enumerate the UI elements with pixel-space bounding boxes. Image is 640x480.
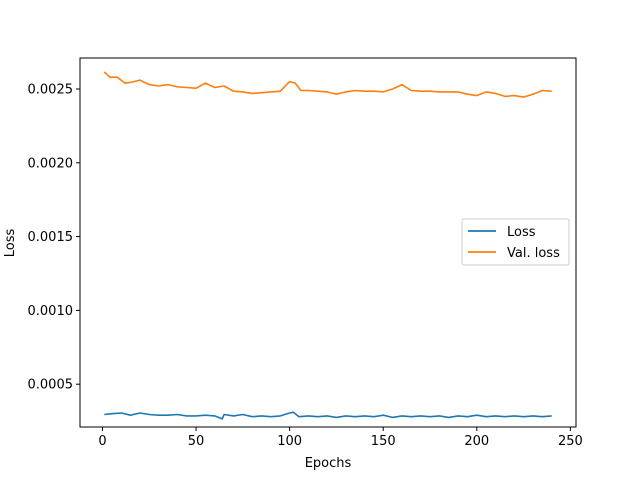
y-tick-label: 0.0020	[28, 156, 74, 171]
series-line-loss	[104, 411, 552, 420]
x-tick-label: 200	[464, 434, 489, 449]
plot-frame	[79, 57, 577, 428]
series-line-val-loss	[103, 71, 552, 98]
legend: Loss Val. loss	[461, 218, 570, 266]
x-tick-label: 250	[558, 434, 583, 449]
x-tick-label: 150	[371, 434, 396, 449]
y-tick-label: 0.0005	[28, 378, 74, 393]
x-axis-ticks: 0 50 100 150 200 250	[98, 427, 583, 449]
y-axis-ticks: 0.0005 0.0010 0.0015 0.0020 0.0025	[28, 82, 80, 393]
y-axis-label: Loss	[3, 229, 18, 258]
y-tick-label: 0.0010	[28, 304, 74, 319]
x-tick-label: 0	[98, 434, 106, 449]
x-tick-label: 50	[188, 434, 205, 449]
series-layer	[103, 71, 552, 420]
legend-label-loss: Loss	[507, 225, 536, 240]
x-tick-label: 100	[277, 434, 302, 449]
y-tick-label: 0.0015	[28, 230, 74, 245]
legend-label-val-loss: Val. loss	[507, 246, 560, 261]
x-axis-label: Epochs	[305, 456, 352, 471]
y-tick-label: 0.0025	[28, 82, 74, 97]
